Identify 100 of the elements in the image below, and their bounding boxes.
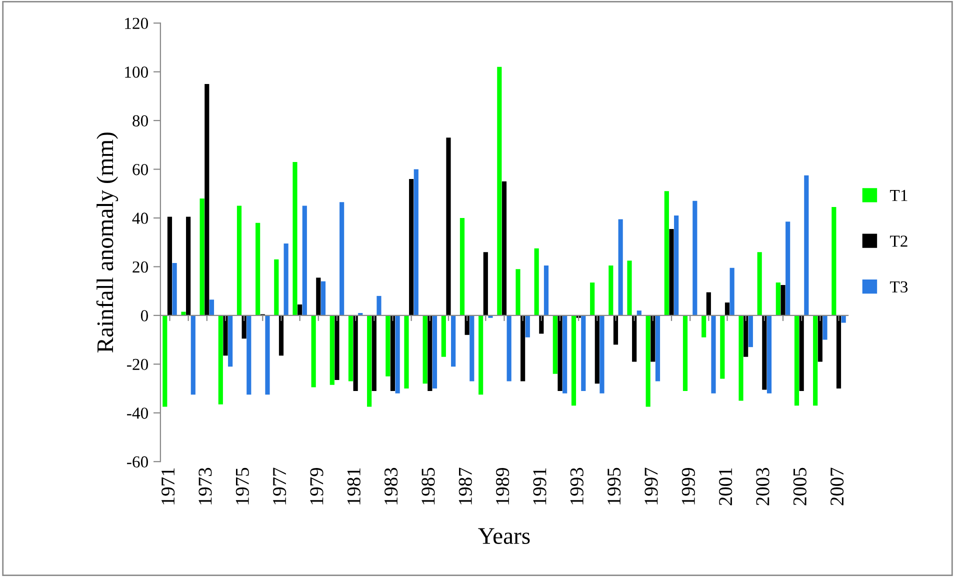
bar (776, 282, 780, 316)
bar (724, 302, 730, 316)
bar (409, 179, 414, 316)
bar (218, 315, 223, 404)
bar (414, 169, 418, 316)
bar (470, 315, 474, 382)
x-tick-label: 1983 (384, 468, 398, 504)
y-tick-label: 40 (132, 212, 148, 224)
y-tick-label: 80 (132, 115, 148, 126)
bar (525, 315, 530, 338)
x-axis-title: Years (478, 528, 530, 544)
bar (209, 300, 214, 316)
y-tick-label: 0 (140, 310, 148, 322)
bar (836, 315, 842, 389)
bar (794, 315, 800, 406)
bar (669, 228, 674, 316)
bar (464, 315, 470, 335)
bar (284, 244, 288, 316)
bar (534, 248, 539, 316)
bar (594, 315, 600, 384)
bar (367, 315, 372, 407)
bar (292, 162, 298, 316)
x-tick-label: 1971 (162, 468, 175, 504)
x-tick-label: 1973 (198, 468, 212, 504)
bar (636, 310, 642, 316)
bar (167, 216, 172, 316)
x-tick-label: 2001 (718, 468, 732, 506)
bar (766, 315, 772, 394)
x-tick-label: 1989 (496, 468, 510, 504)
bar (581, 315, 586, 391)
bar (720, 315, 725, 379)
bar (422, 315, 428, 384)
bar (497, 66, 502, 316)
bar (390, 315, 396, 391)
y-tick-label: -40 (127, 408, 148, 419)
y-tick-label: -60 (127, 456, 148, 468)
bar (608, 265, 614, 316)
bar (265, 315, 270, 395)
bar (432, 315, 438, 389)
x-tick-label: 2007 (830, 468, 844, 506)
bar (395, 315, 400, 394)
bar (804, 175, 809, 316)
x-tick-label: 1997 (644, 468, 658, 504)
bar (190, 315, 196, 395)
bar (674, 216, 679, 316)
x-tick-label: 1975 (236, 468, 249, 504)
bar (372, 315, 376, 391)
bar (274, 259, 279, 316)
x-tick-label: 1993 (570, 468, 584, 504)
x-tick-label: 1977 (273, 468, 286, 504)
bar (818, 315, 822, 362)
bar (738, 315, 744, 401)
bar (334, 315, 340, 380)
bar (627, 260, 632, 316)
bar (506, 315, 512, 382)
bar (256, 222, 260, 316)
bar (186, 216, 191, 316)
bar (228, 315, 233, 367)
bar (316, 278, 321, 316)
bar (376, 296, 382, 316)
bar (223, 315, 228, 356)
bar (590, 282, 595, 316)
bar (744, 315, 748, 357)
bar (632, 315, 637, 362)
x-tick-label: 2003 (756, 468, 770, 506)
bar (278, 315, 284, 356)
bar (646, 315, 650, 407)
bar (558, 315, 562, 391)
bar (483, 252, 488, 316)
bar (613, 315, 618, 345)
bar (353, 315, 358, 391)
bar (441, 315, 446, 357)
bar (562, 315, 568, 394)
bar (478, 315, 484, 395)
bar (706, 292, 711, 316)
bar (780, 284, 786, 316)
x-tick-label: 1979 (310, 468, 324, 504)
y-tick-label: 60 (132, 164, 148, 176)
bar (799, 315, 804, 391)
bar (298, 304, 302, 316)
bar (516, 269, 520, 316)
bar (451, 315, 456, 367)
y-axis-title: Rainfall anomaly (mm) (96, 132, 118, 352)
x-tick-label: 1987 (458, 468, 472, 504)
x-tick-label: 1985 (422, 468, 435, 504)
bar (520, 315, 526, 382)
bar (762, 315, 767, 390)
bar (813, 315, 818, 406)
legend-label: T3 (890, 281, 908, 293)
bar (730, 268, 734, 316)
bar (460, 218, 465, 316)
bar (242, 315, 246, 339)
y-tick-label: -20 (127, 358, 148, 370)
bar (386, 315, 390, 376)
x-tick-label: 1981 (347, 468, 360, 504)
bar (204, 84, 210, 316)
x-tick-label: 1995 (608, 468, 621, 504)
bar (600, 315, 604, 394)
x-tick-label: 2005 (793, 468, 806, 506)
bar (320, 281, 326, 316)
